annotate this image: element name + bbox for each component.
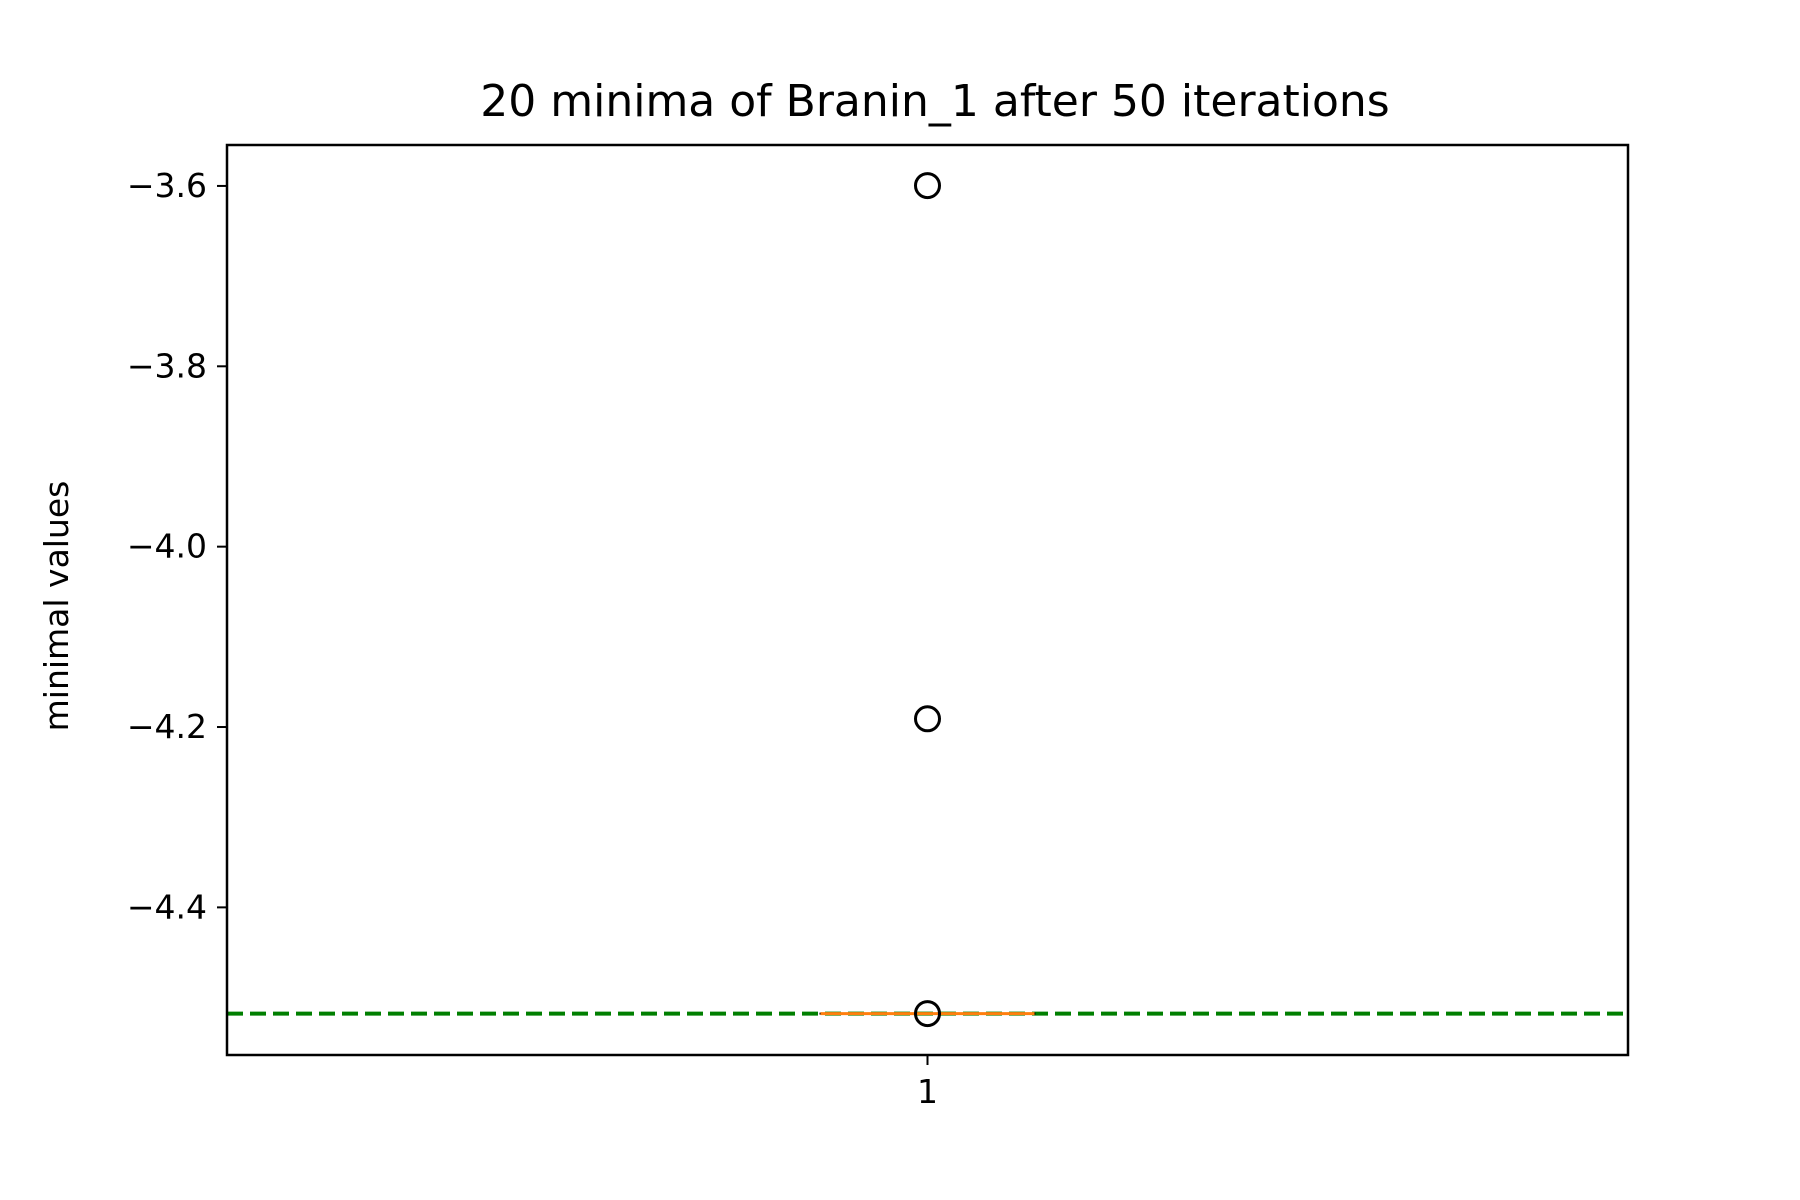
chart-title: 20 minima of Branin_1 after 50 iteration… (480, 76, 1389, 127)
y-axis-label: minimal values (37, 481, 76, 732)
y-tick-label: −3.8 (127, 346, 207, 385)
outlier-point (914, 705, 941, 733)
outlier-point (914, 1000, 941, 1028)
y-tick-label: −4.4 (127, 887, 207, 926)
x-tick-label: 1 (917, 1072, 938, 1111)
axes-frame (225, 143, 1630, 1057)
y-tick-label: −3.6 (127, 166, 207, 205)
plot-area: −3.6 −3.8 −4.0 −4.2 −4.4 1 (127, 143, 1630, 1111)
y-tick-label: −4.0 (127, 527, 207, 566)
outlier-point (914, 172, 941, 200)
y-tick-label: −4.2 (127, 707, 207, 746)
